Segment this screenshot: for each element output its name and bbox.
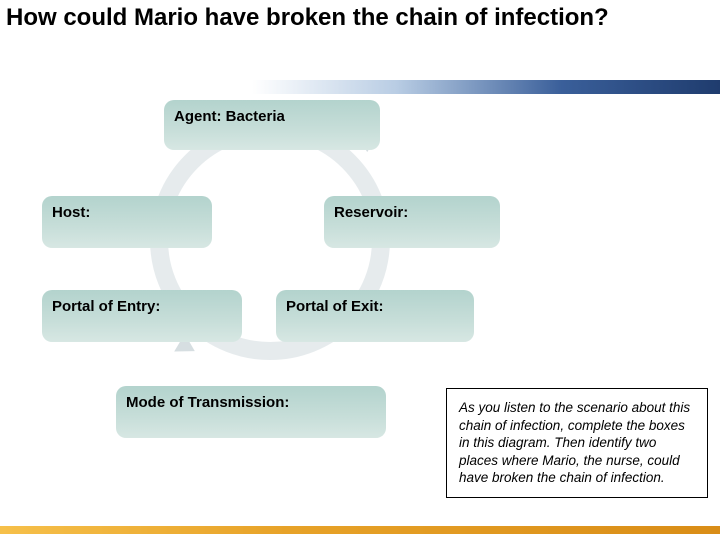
cycle-node-3: Mode of Transmission: [116, 386, 386, 438]
title-underline [0, 80, 720, 94]
cycle-node-5: Host: [42, 196, 212, 248]
instruction-box: As you listen to the scenario about this… [446, 388, 708, 498]
cycle-node-1: Reservoir: [324, 196, 500, 248]
cycle-node-0: Agent: Bacteria [164, 100, 380, 150]
instruction-text: As you listen to the scenario about this… [459, 400, 690, 485]
slide: How could Mario have broken the chain of… [0, 0, 720, 540]
footer-accent-bar [0, 526, 720, 534]
cycle-node-4: Portal of Entry: [42, 290, 242, 342]
cycle-node-label: Portal of Entry: [52, 298, 160, 315]
page-title: How could Mario have broken the chain of… [6, 4, 706, 32]
cycle-node-label: Portal of Exit: [286, 298, 384, 315]
cycle-node-label: Mode of Transmission: [126, 394, 289, 411]
cycle-node-label: Reservoir: [334, 204, 408, 221]
cycle-node-label: Agent: Bacteria [174, 108, 285, 125]
cycle-node-2: Portal of Exit: [276, 290, 474, 342]
cycle-node-label: Host: [52, 204, 90, 221]
